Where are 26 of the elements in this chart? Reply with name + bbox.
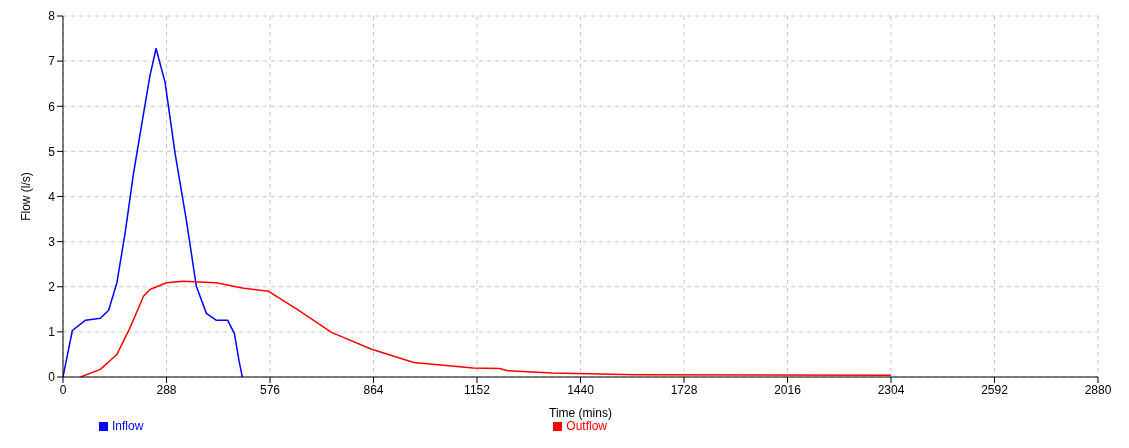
y-tick-label: 6 — [48, 99, 56, 114]
legend-label: Inflow — [111, 419, 144, 433]
y-tick-label: 3 — [48, 234, 56, 249]
x-tick-label: 2592 — [981, 382, 1009, 397]
legend-label: Outflow — [566, 419, 607, 433]
x-axis-title: Time (mins) — [549, 406, 612, 420]
x-tick-label: 288 — [156, 382, 177, 397]
x-tick-label: 576 — [259, 382, 281, 397]
x-tick-label: 1152 — [464, 382, 491, 397]
y-tick-label: 2 — [48, 280, 56, 295]
x-tick-label: 1440 — [567, 382, 595, 397]
x-tick-label: 864 — [363, 382, 384, 397]
y-tick-label: 4 — [48, 189, 56, 204]
line-series — [79, 280, 892, 377]
y-tick-label: 5 — [48, 144, 56, 159]
y-tick-label: 7 — [48, 54, 56, 69]
x-tick-label: 2304 — [877, 382, 905, 397]
y-tick-label: 8 — [48, 9, 56, 24]
x-tick-label: 2016 — [774, 382, 802, 397]
x-tick-label: 0 — [59, 382, 67, 397]
y-tick-label: 0 — [48, 370, 56, 385]
x-tick-label: 2880 — [1084, 382, 1112, 397]
line-series — [63, 47, 244, 377]
x-tick-label: 1728 — [670, 382, 698, 397]
y-axis-title: Flow (l/s) — [19, 172, 34, 221]
y-tick-label: 1 — [48, 325, 56, 340]
